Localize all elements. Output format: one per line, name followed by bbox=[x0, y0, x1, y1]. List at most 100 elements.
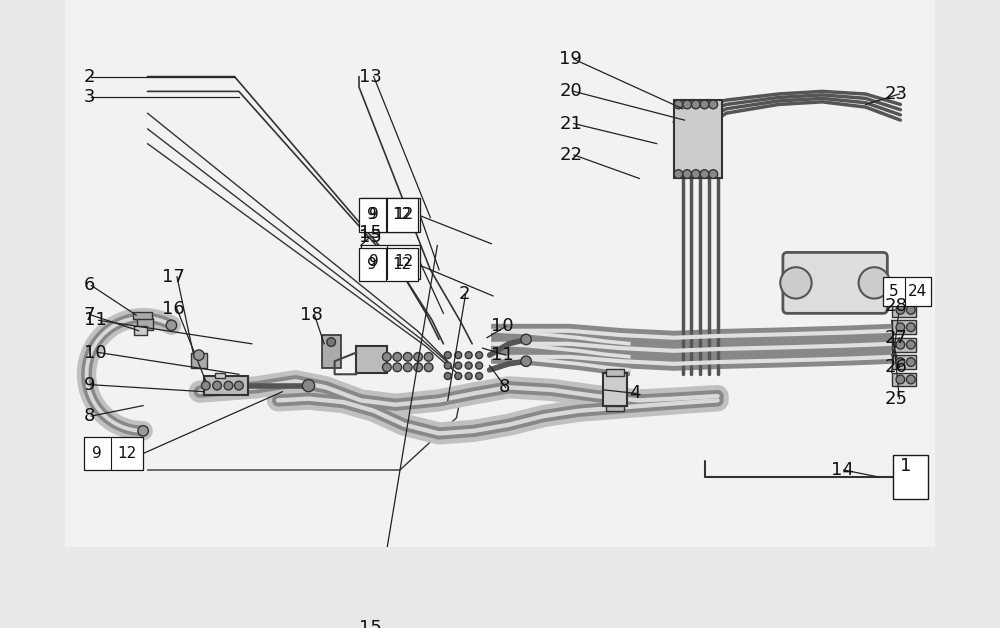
Text: 9: 9 bbox=[367, 207, 377, 222]
Text: 27: 27 bbox=[885, 328, 908, 347]
Text: 1: 1 bbox=[900, 457, 912, 475]
Circle shape bbox=[906, 340, 915, 349]
Circle shape bbox=[444, 372, 451, 379]
Circle shape bbox=[302, 379, 315, 392]
Text: 10: 10 bbox=[491, 317, 514, 335]
Circle shape bbox=[224, 381, 233, 390]
Circle shape bbox=[896, 323, 905, 332]
Circle shape bbox=[414, 363, 423, 372]
Text: 9: 9 bbox=[369, 207, 379, 222]
Text: 24: 24 bbox=[908, 284, 928, 299]
Bar bbox=[356, 347, 387, 372]
Circle shape bbox=[235, 381, 243, 390]
Circle shape bbox=[455, 372, 462, 379]
Circle shape bbox=[896, 375, 905, 384]
Circle shape bbox=[476, 362, 483, 369]
Circle shape bbox=[382, 352, 391, 361]
Circle shape bbox=[780, 268, 812, 298]
Text: 15: 15 bbox=[359, 228, 382, 246]
Circle shape bbox=[700, 100, 709, 109]
Circle shape bbox=[455, 352, 462, 359]
Text: 5: 5 bbox=[889, 284, 898, 299]
Circle shape bbox=[896, 340, 905, 349]
Circle shape bbox=[521, 334, 531, 345]
Bar bbox=[606, 369, 624, 376]
Circle shape bbox=[393, 352, 402, 361]
Bar bbox=[361, 246, 420, 279]
Circle shape bbox=[691, 100, 700, 109]
Circle shape bbox=[166, 320, 177, 330]
Text: 12: 12 bbox=[393, 207, 412, 222]
Bar bbox=[606, 406, 624, 411]
Text: 8: 8 bbox=[84, 407, 95, 425]
Bar bbox=[892, 286, 916, 300]
Bar bbox=[892, 303, 916, 317]
Circle shape bbox=[414, 352, 423, 361]
Text: 15: 15 bbox=[359, 224, 382, 242]
Text: 11: 11 bbox=[491, 346, 514, 364]
Circle shape bbox=[700, 170, 709, 178]
Circle shape bbox=[393, 363, 402, 372]
Text: 6: 6 bbox=[84, 276, 95, 295]
Text: 18: 18 bbox=[300, 306, 323, 324]
Circle shape bbox=[444, 362, 451, 369]
Text: 15: 15 bbox=[359, 619, 382, 628]
Circle shape bbox=[194, 350, 204, 360]
Bar bbox=[359, 198, 418, 232]
Circle shape bbox=[906, 358, 915, 367]
Text: 12: 12 bbox=[394, 207, 414, 222]
Text: 13: 13 bbox=[359, 68, 382, 85]
Text: 26: 26 bbox=[885, 359, 908, 376]
Text: 2: 2 bbox=[84, 68, 95, 85]
Text: 28: 28 bbox=[885, 298, 908, 315]
Text: 25: 25 bbox=[885, 389, 908, 408]
Circle shape bbox=[201, 381, 210, 390]
Circle shape bbox=[683, 100, 691, 109]
Bar bbox=[322, 335, 341, 368]
Circle shape bbox=[424, 363, 433, 372]
Circle shape bbox=[896, 305, 905, 314]
Text: 9: 9 bbox=[369, 254, 379, 269]
Bar bbox=[883, 277, 931, 306]
Bar bbox=[603, 372, 627, 406]
Bar bbox=[892, 338, 916, 352]
FancyBboxPatch shape bbox=[783, 252, 887, 313]
Circle shape bbox=[213, 381, 221, 390]
Text: 9: 9 bbox=[92, 446, 102, 461]
Bar bbox=[191, 352, 207, 368]
Circle shape bbox=[896, 288, 905, 297]
Text: 16: 16 bbox=[162, 300, 185, 318]
Bar bbox=[137, 318, 153, 330]
Circle shape bbox=[683, 170, 691, 178]
Circle shape bbox=[691, 170, 700, 178]
Circle shape bbox=[465, 372, 472, 379]
Text: 20: 20 bbox=[559, 82, 582, 100]
Circle shape bbox=[896, 358, 905, 367]
Text: 12: 12 bbox=[394, 254, 414, 269]
Circle shape bbox=[906, 375, 915, 384]
Bar bbox=[359, 248, 418, 281]
Circle shape bbox=[424, 352, 433, 361]
Circle shape bbox=[906, 288, 915, 297]
Circle shape bbox=[327, 338, 335, 347]
Bar bbox=[893, 455, 928, 499]
Bar bbox=[361, 198, 420, 232]
Circle shape bbox=[521, 356, 531, 367]
Circle shape bbox=[455, 362, 462, 369]
Text: 10: 10 bbox=[84, 344, 107, 362]
Circle shape bbox=[674, 170, 683, 178]
Text: 19: 19 bbox=[559, 50, 582, 68]
Bar bbox=[674, 100, 722, 178]
Circle shape bbox=[403, 363, 412, 372]
Circle shape bbox=[444, 352, 451, 359]
Text: 23: 23 bbox=[885, 85, 908, 103]
Text: 9: 9 bbox=[367, 257, 377, 272]
Bar bbox=[892, 355, 916, 369]
Text: 2: 2 bbox=[458, 285, 470, 303]
Text: 8: 8 bbox=[498, 378, 510, 396]
Text: 12: 12 bbox=[118, 446, 137, 461]
Text: 3: 3 bbox=[84, 89, 95, 107]
Text: 9: 9 bbox=[84, 376, 95, 394]
Text: 7: 7 bbox=[84, 306, 95, 324]
Bar bbox=[892, 320, 916, 334]
